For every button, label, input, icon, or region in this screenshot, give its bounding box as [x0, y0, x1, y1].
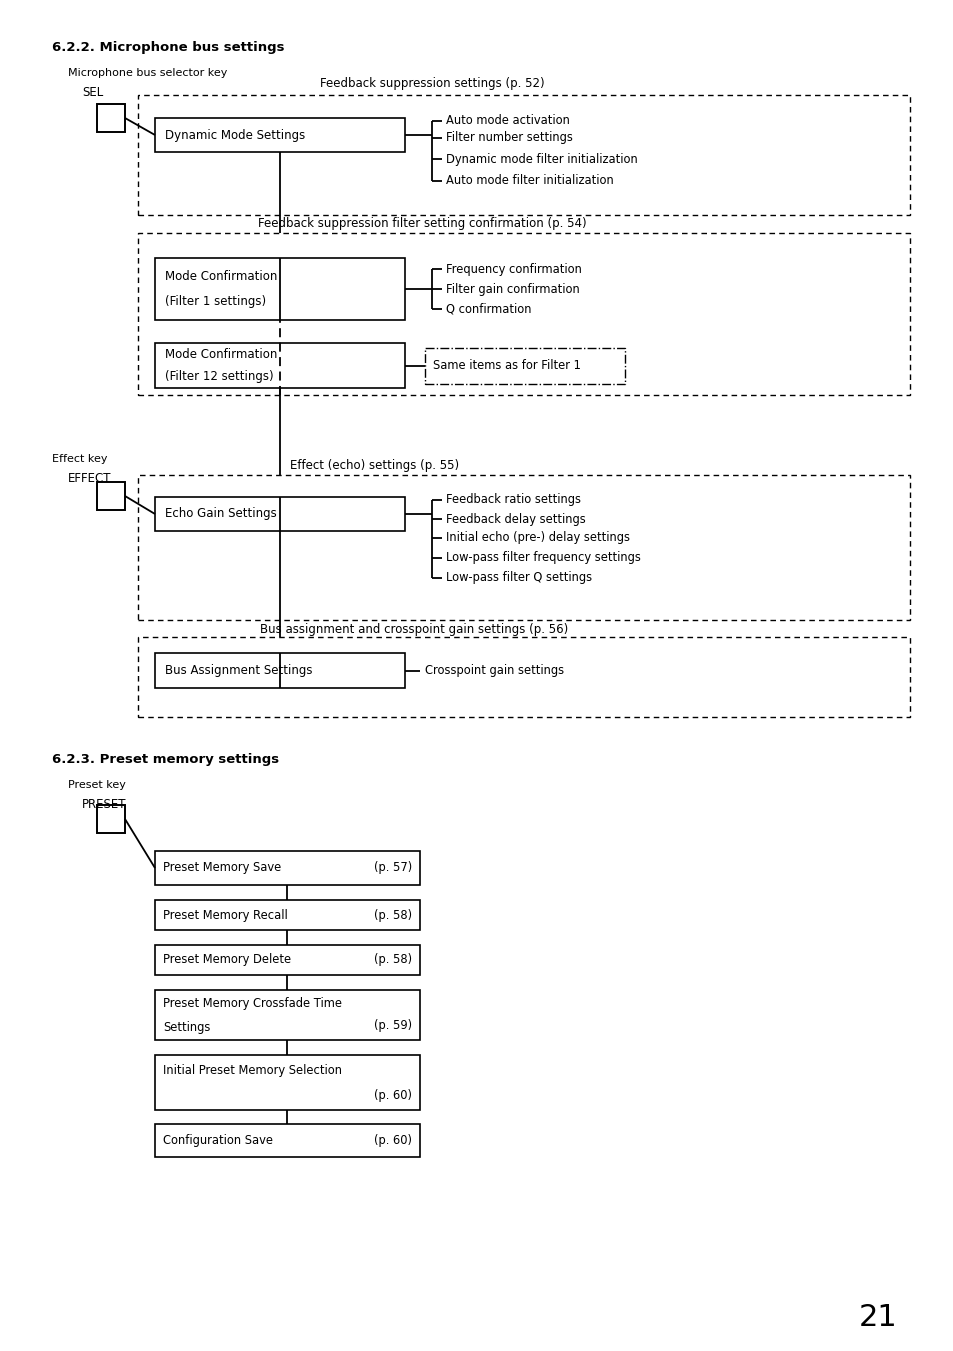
- Bar: [97, 104, 125, 132]
- Text: 21: 21: [859, 1304, 897, 1332]
- Bar: [138, 476, 909, 620]
- Text: Mode Confirmation: Mode Confirmation: [165, 349, 277, 361]
- Text: Feedback suppression settings (p. 52): Feedback suppression settings (p. 52): [319, 77, 544, 91]
- Text: Dynamic mode filter initialization: Dynamic mode filter initialization: [446, 153, 638, 166]
- Bar: [154, 944, 419, 975]
- Text: Frequency confirmation: Frequency confirmation: [446, 262, 581, 276]
- Text: Q confirmation: Q confirmation: [446, 303, 531, 316]
- Text: Same items as for Filter 1: Same items as for Filter 1: [433, 359, 580, 372]
- Text: Bus assignment and crosspoint gain settings (p. 56): Bus assignment and crosspoint gain setti…: [260, 623, 568, 635]
- Text: 6.2.2. Microphone bus settings: 6.2.2. Microphone bus settings: [52, 42, 284, 54]
- Text: Mode Confirmation: Mode Confirmation: [165, 269, 277, 282]
- Bar: [138, 638, 909, 717]
- Text: Feedback ratio settings: Feedback ratio settings: [446, 493, 580, 507]
- Bar: [424, 347, 624, 384]
- Text: EFFECT: EFFECT: [68, 473, 112, 485]
- Text: (p. 58): (p. 58): [374, 908, 412, 921]
- Text: Effect key: Effect key: [52, 454, 108, 463]
- Text: Preset Memory Recall: Preset Memory Recall: [163, 908, 288, 921]
- Text: Filter number settings: Filter number settings: [446, 131, 572, 145]
- Bar: [138, 95, 909, 215]
- Text: Crosspoint gain settings: Crosspoint gain settings: [424, 663, 563, 677]
- Bar: [154, 258, 405, 320]
- Text: Dynamic Mode Settings: Dynamic Mode Settings: [165, 128, 305, 142]
- Bar: [138, 232, 909, 394]
- Text: Feedback delay settings: Feedback delay settings: [446, 512, 585, 526]
- Text: Effect (echo) settings (p. 55): Effect (echo) settings (p. 55): [290, 458, 458, 471]
- Bar: [97, 805, 125, 834]
- Text: (p. 60): (p. 60): [374, 1133, 412, 1147]
- Text: Preset Memory Crossfade Time: Preset Memory Crossfade Time: [163, 997, 341, 1009]
- Text: Feedback suppression filter setting confirmation (p. 54): Feedback suppression filter setting conf…: [257, 218, 586, 231]
- Text: Initial Preset Memory Selection: Initial Preset Memory Selection: [163, 1065, 341, 1077]
- Bar: [154, 118, 405, 153]
- Text: Preset Memory Save: Preset Memory Save: [163, 862, 281, 874]
- Text: 6.2.3. Preset memory settings: 6.2.3. Preset memory settings: [52, 754, 279, 766]
- Text: Preset key: Preset key: [68, 780, 126, 790]
- Text: Low-pass filter frequency settings: Low-pass filter frequency settings: [446, 551, 640, 565]
- Bar: [154, 990, 419, 1040]
- Bar: [154, 1055, 419, 1111]
- Text: Bus Assignment Settings: Bus Assignment Settings: [165, 663, 313, 677]
- Text: Microphone bus selector key: Microphone bus selector key: [68, 68, 227, 78]
- Text: Auto mode activation: Auto mode activation: [446, 115, 569, 127]
- Text: PRESET: PRESET: [82, 798, 127, 812]
- Text: SEL: SEL: [82, 86, 103, 100]
- Text: Settings: Settings: [163, 1020, 211, 1034]
- Bar: [154, 653, 405, 688]
- Bar: [154, 851, 419, 885]
- Text: (p. 59): (p. 59): [374, 1020, 412, 1032]
- Bar: [154, 900, 419, 929]
- Text: Configuration Save: Configuration Save: [163, 1133, 273, 1147]
- Text: Filter gain confirmation: Filter gain confirmation: [446, 282, 579, 296]
- Bar: [154, 343, 405, 388]
- Bar: [154, 1124, 419, 1156]
- Text: Preset Memory Delete: Preset Memory Delete: [163, 954, 291, 966]
- Bar: [154, 497, 405, 531]
- Text: (Filter 1 settings): (Filter 1 settings): [165, 296, 266, 308]
- Bar: [97, 482, 125, 509]
- Text: (p. 60): (p. 60): [374, 1089, 412, 1102]
- Text: (p. 57): (p. 57): [374, 862, 412, 874]
- Text: Echo Gain Settings: Echo Gain Settings: [165, 508, 276, 520]
- Text: (Filter 12 settings): (Filter 12 settings): [165, 370, 274, 382]
- Text: Auto mode filter initialization: Auto mode filter initialization: [446, 174, 613, 188]
- Text: Initial echo (pre-) delay settings: Initial echo (pre-) delay settings: [446, 531, 629, 544]
- Text: (p. 58): (p. 58): [374, 954, 412, 966]
- Text: Low-pass filter Q settings: Low-pass filter Q settings: [446, 571, 592, 585]
